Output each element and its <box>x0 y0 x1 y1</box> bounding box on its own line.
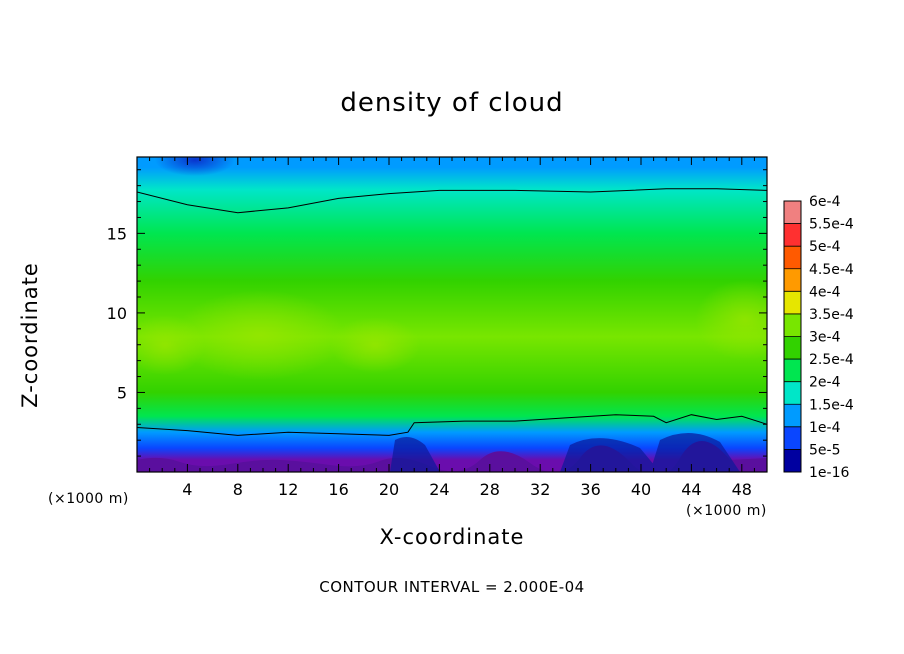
colorbar-label: 5e-5 <box>809 442 840 458</box>
density-field <box>137 157 767 472</box>
y-tick-label: 5 <box>117 383 127 402</box>
colorbar-swatch <box>784 426 801 450</box>
colorbar-swatch <box>784 336 801 360</box>
green-core-blob <box>695 280 767 360</box>
y-axis-label: Z-coordinate <box>18 262 42 408</box>
blue-cap-blob <box>155 157 235 176</box>
x-axis: 4 8 12 16 20 24 28 32 36 40 44 48 <box>149 157 755 499</box>
colorbar-label: 3.5e-4 <box>809 307 854 323</box>
colorbar-label: 4e-4 <box>809 284 841 300</box>
green-core-blob <box>175 290 345 380</box>
colorbar-label: 5e-4 <box>809 239 841 255</box>
x-tick-label: 36 <box>580 480 600 499</box>
y-tick-label: 15 <box>107 224 127 243</box>
colorbar-label: 2.5e-4 <box>809 352 854 368</box>
x-tick-label: 28 <box>480 480 500 499</box>
contour-line <box>137 188 767 214</box>
colorbar-frame <box>783 200 802 473</box>
x-tick-label: 20 <box>379 480 399 499</box>
x-axis-label: X-coordinate <box>379 525 525 549</box>
x-tick-label: 32 <box>530 480 550 499</box>
y-axis: 5 10 15 <box>107 169 767 457</box>
colorbar-swatch <box>784 381 801 405</box>
colorbar-label: 1e-16 <box>809 465 849 481</box>
colorbar-swatch <box>784 313 801 337</box>
colorbar-swatch <box>784 246 801 269</box>
contour-interval-note: CONTOUR INTERVAL = 2.000E-04 <box>319 578 585 596</box>
x-tick-label: 12 <box>278 480 298 499</box>
x-tick-label: 16 <box>328 480 348 499</box>
x-tick-label: 8 <box>233 480 243 499</box>
x-tick-label: 40 <box>631 480 651 499</box>
x-tick-label: 48 <box>732 480 752 499</box>
colorbar-swatch <box>784 223 801 247</box>
chart-title: density of cloud <box>340 88 564 118</box>
colorbar: 6e-4 5.5e-4 5e-4 4.5e-4 4e-4 3.5e-4 3e-4 2.5e-4… <box>783 194 854 481</box>
colorbar-swatch <box>784 268 801 292</box>
x-unit-right: (×1000 m) <box>686 503 767 519</box>
colorbar-swatch <box>784 404 801 427</box>
green-core-blob <box>137 315 205 375</box>
colorbar-label: 6e-4 <box>809 194 841 210</box>
x-tick-label: 44 <box>681 480 701 499</box>
contour-line <box>137 414 767 436</box>
colorbar-label: 2e-4 <box>809 375 841 391</box>
green-core-blob <box>330 317 420 373</box>
colorbar-label: 1e-4 <box>809 420 841 436</box>
colorbar-swatch <box>784 449 801 472</box>
x-tick-label: 4 <box>182 480 192 499</box>
colorbar-label: 5.5e-4 <box>809 217 854 233</box>
y-tick-label: 10 <box>107 304 127 323</box>
contour-lines <box>137 188 767 436</box>
colorbar-label: 3e-4 <box>809 330 841 346</box>
bottom-dark-blue-patches <box>390 432 740 472</box>
colorbar-label: 4.5e-4 <box>809 262 854 278</box>
y-axis-label-wrap: Z-coordinate <box>18 155 46 408</box>
x-tick-label: 24 <box>429 480 449 499</box>
colorbar-label: 1.5e-4 <box>809 397 854 413</box>
colorbar-swatch <box>784 359 801 382</box>
x-unit-left: (×1000 m) <box>48 491 129 507</box>
colorbar-swatch <box>784 201 801 224</box>
colorbar-swatch <box>784 291 801 314</box>
